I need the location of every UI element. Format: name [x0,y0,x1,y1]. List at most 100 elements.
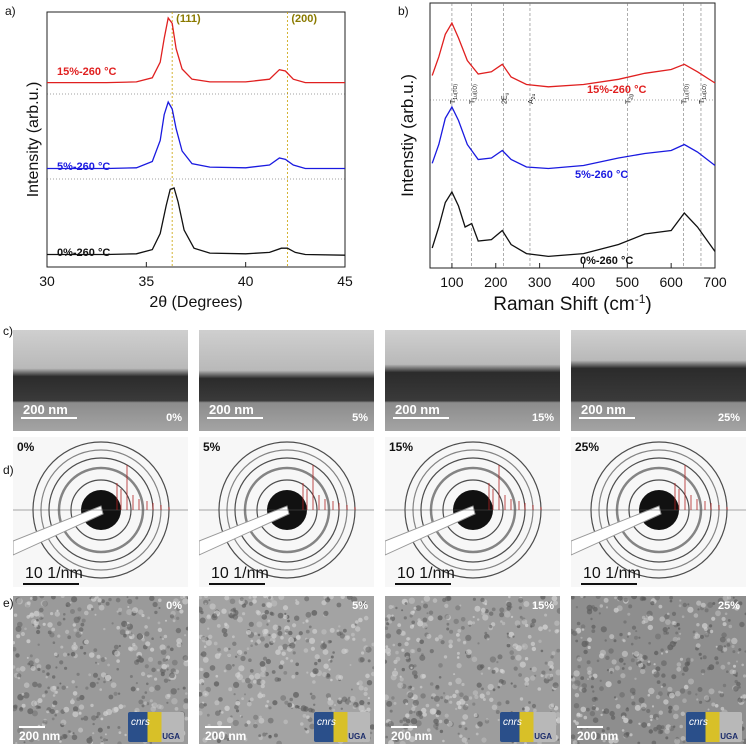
scale-bar-label: 10 1/nm [583,565,641,582]
saed-pattern: 10 1/nm 15% [385,437,560,587]
x-axis-label: Raman Shift (cm-1) [493,292,651,315]
xrd-chart: (111) (200) 15%-260 °C 5%-260 °C 0%-260 °C 30… [25,11,353,311]
doping-label: 15% [531,600,554,612]
doping-label: 0% [17,440,35,454]
mode-label: T1u(LO) [699,84,708,104]
doping-label: 25% [717,600,740,612]
scale-bar [577,726,603,728]
mode-label: T2g [625,94,634,104]
x-tick-label: 300 [528,274,552,290]
beam-stop [13,505,104,556]
scale-bar [23,583,79,585]
series-label: 0%-260 °C [57,247,110,259]
scale-bar-label: 200 nm [209,402,254,417]
x-tick-label: 500 [616,274,640,290]
raman-series-line [431,105,716,170]
saed-rings [571,441,746,579]
scale-bar [391,726,417,728]
doping-label: 0% [166,600,182,612]
mode-label: 2Eu [502,92,511,104]
scale-bar [207,417,263,419]
series-label: 15%-260 °C [587,84,646,96]
saed-rings [13,441,188,579]
raman-series-line [431,190,716,258]
institution-logo: cnrs UGA [314,712,370,742]
scale-bar-label: 200 nm [391,729,433,743]
xrd-series-line [47,16,345,84]
panel-label-b: b) [398,4,409,18]
x-tick-label: 30 [39,273,55,289]
series-label: 15%-260 °C [57,66,116,78]
saed-rings [199,441,374,579]
scale-bar [21,417,77,419]
peak-label: (111) [176,13,201,25]
tem-image: 200 nm 25% [571,330,746,431]
panel-label-d: d) [3,463,14,477]
beam-stop [385,505,476,556]
beam-stop [571,505,662,556]
x-tick-label: 45 [337,273,353,289]
institution-logo: cnrs UGA [500,712,556,742]
doping-label: 5% [352,600,368,612]
x-tick-label: 35 [139,273,155,289]
tem-image: 200 nm 5% [199,330,374,431]
sem-image: 200 nm 15% cnrs UGA [385,596,560,744]
scale-bar [209,583,265,585]
series-label: 0%-260 °C [580,255,633,267]
mode-label: T1u(LO) [470,84,479,104]
raman-frame [429,2,716,269]
sem-texture [13,596,188,744]
saed-pattern: 10 1/nm 0% [13,437,188,587]
xrd-series-line [47,187,346,256]
institution-logo: cnrs UGA [128,712,184,742]
saed-pattern: 10 1/nm 5% [199,437,374,587]
y-axis-label: Intenstiy (arb.u.) [398,74,417,197]
x-tick-label: 40 [238,273,254,289]
series-label: 5%-260 °C [57,161,110,173]
beam-stop [199,505,290,556]
institution-logo: cnrs UGA [686,712,742,742]
xrd-frame [46,11,346,268]
sem-image: 200 nm 0% cnrs UGA [13,596,188,744]
sem-texture [199,596,374,744]
scale-bar-label: 10 1/nm [397,565,455,582]
saed-rings [385,441,560,579]
raman-chart: T1u(TO) T1u(LO) 2Eu A2u T2g T1u(TO) T1u(LO) 15%… [398,2,727,315]
panel-label-a: a) [5,4,16,18]
scale-bar-label: 200 nm [395,402,440,417]
tem-image: 200 nm 15% [385,330,560,431]
panel-label-e: e) [3,596,14,610]
scale-bar [205,726,231,728]
doping-label: 15% [389,440,414,454]
scale-bar [581,583,637,585]
scale-bar [579,417,635,419]
doping-label: 0% [166,412,182,424]
scale-bar [393,417,449,419]
sem-image: 200 nm 25% cnrs UGA [571,596,746,744]
scale-bar-label: 10 1/nm [25,565,83,582]
scale-bar-label: 200 nm [205,729,247,743]
mode-label: T1u(TO) [450,84,459,104]
panel-label-c: c) [3,324,13,338]
xrd-series-line [47,100,345,170]
series-label: 5%-260 °C [575,169,628,181]
mode-label: A2u [528,94,537,104]
peak-label: (200) [291,13,317,25]
y-axis-label: Intensity (arb.u.) [25,82,42,198]
saed-pattern: 10 1/nm 25% [571,437,746,587]
sem-image: 200 nm 5% cnrs UGA [199,596,374,744]
raman-series-line [431,21,716,88]
scale-bar [395,583,451,585]
doping-label: 25% [717,412,740,424]
x-tick-label: 600 [659,274,683,290]
scale-bar [19,726,45,728]
x-tick-label: 200 [484,274,508,290]
x-tick-label: 400 [572,274,596,290]
doping-label: 5% [352,412,368,424]
x-tick-label: 700 [703,274,727,290]
doping-label: 5% [203,440,221,454]
doping-label: 25% [575,440,600,454]
scale-bar-label: 200 nm [19,729,61,743]
scale-bar-label: 200 nm [581,402,626,417]
tem-image: 200 nm 0% [13,330,188,431]
